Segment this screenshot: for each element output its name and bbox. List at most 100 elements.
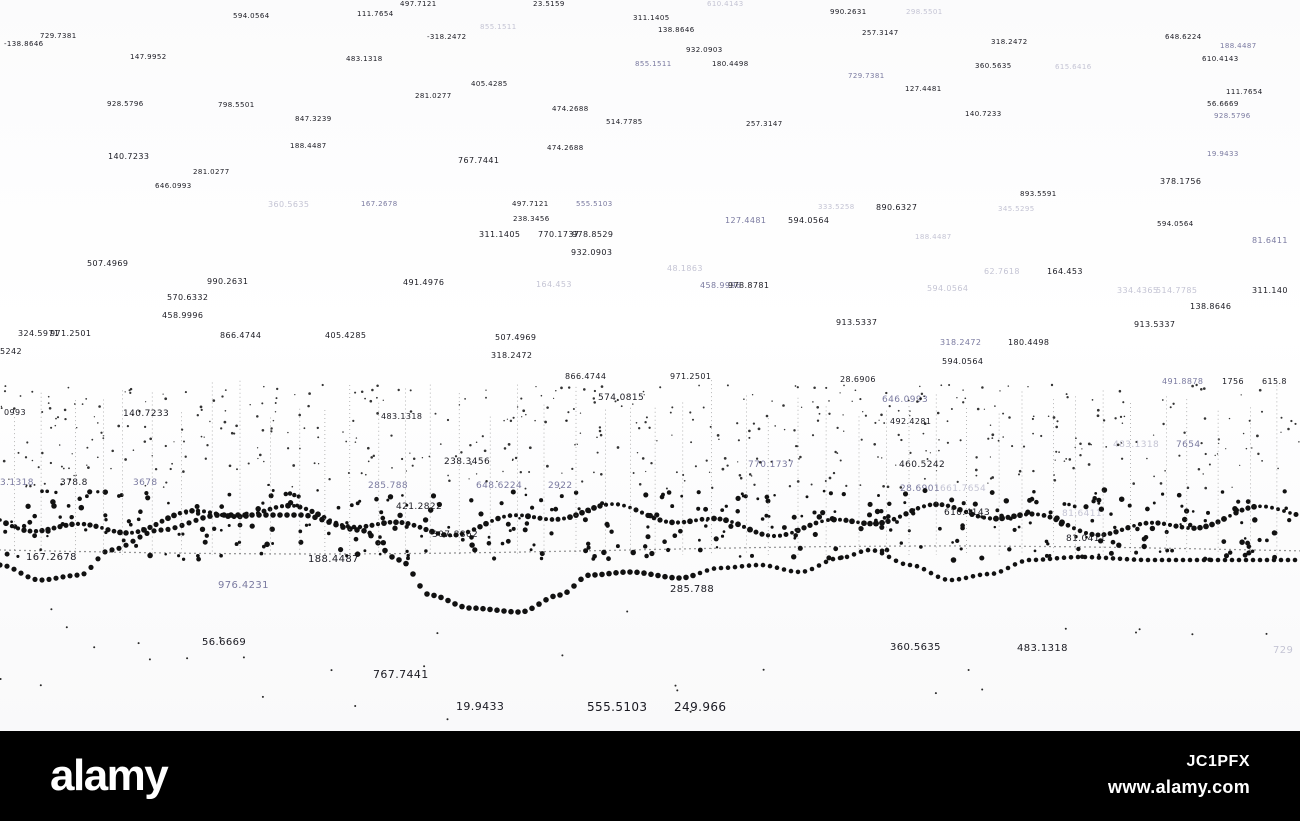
- baseline-dot: [1169, 547, 1171, 549]
- scatter-dot: [997, 439, 1000, 442]
- wave-dot: [158, 527, 164, 533]
- scatter-dot: [1132, 482, 1135, 485]
- scatter-dot: [19, 395, 22, 397]
- scatter-dot: [412, 457, 416, 461]
- scatter-dot: [390, 434, 393, 437]
- baseline-dot: [559, 550, 561, 552]
- scatter-dot: [991, 433, 995, 437]
- scatter-dot: [1176, 492, 1182, 498]
- band-dot: [1113, 529, 1119, 535]
- wave-dot: [998, 569, 1004, 574]
- scatter-dot: [598, 426, 602, 429]
- scatter-dot: [818, 412, 821, 415]
- wave-dot: [298, 512, 304, 518]
- wave-dot: [753, 562, 759, 568]
- scatter-dot: [447, 474, 449, 477]
- scatter-dot: [851, 400, 853, 402]
- baseline-dot: [1279, 549, 1281, 552]
- scatter-dot: [58, 444, 61, 446]
- floating-number: 164.453: [1047, 267, 1083, 276]
- wave-dot: [823, 559, 829, 565]
- scatter-dot: [294, 393, 296, 396]
- floating-number: 3678: [133, 478, 158, 488]
- scatter-dot: [698, 538, 701, 542]
- wave-dot: [1089, 554, 1095, 560]
- scatter-dot: [1054, 459, 1056, 461]
- scatter-dot: [199, 526, 206, 532]
- baseline-dot: [1079, 546, 1081, 548]
- scatter-dot: [184, 455, 187, 458]
- scatter-dot: [147, 552, 153, 559]
- scatter-dot: [614, 400, 617, 403]
- scatter-dot: [561, 472, 563, 474]
- wave-dot: [515, 609, 521, 615]
- scatter-dot: [31, 390, 34, 393]
- wave-dot: [683, 574, 689, 581]
- wave-dot: [914, 563, 920, 569]
- wave-dot: [1145, 557, 1151, 563]
- band-dot: [303, 506, 309, 512]
- scatter-dot: [224, 389, 227, 391]
- scatter-dot: [1027, 386, 1029, 388]
- baseline-dot: [104, 551, 106, 553]
- floating-number: 990.2631: [830, 8, 867, 16]
- scatter-dot: [81, 403, 84, 405]
- scatter-dot: [665, 487, 668, 490]
- scatter-dot: [522, 527, 528, 533]
- floating-number: 405.4285: [325, 331, 367, 340]
- scatter-dot: [68, 467, 70, 470]
- band-dot: [423, 526, 429, 533]
- band-dot: [1017, 512, 1023, 519]
- scatter-dot: [287, 491, 293, 496]
- band-dot: [87, 522, 93, 528]
- scatter-dot: [117, 424, 121, 428]
- wave-dot: [494, 607, 500, 613]
- baseline-dot: [154, 552, 156, 554]
- floating-number: 28.6901: [900, 484, 941, 494]
- floating-number: 458.9996: [162, 311, 204, 320]
- scatter-dot: [764, 494, 770, 500]
- baseline-dot: [919, 545, 921, 547]
- scatter-dot: [1250, 549, 1255, 554]
- scatter-dot: [1216, 453, 1219, 455]
- floating-number: 333.5258: [818, 203, 855, 211]
- scatter-dot: [702, 406, 705, 409]
- baseline-dot: [114, 551, 116, 553]
- scatter-dot: [491, 519, 494, 523]
- scatter-dot: [1181, 516, 1188, 523]
- scatter-dot: [741, 494, 745, 498]
- baseline-dot: [1194, 548, 1196, 550]
- band-dot: [1119, 527, 1125, 533]
- scatter-dot: [1018, 469, 1022, 473]
- band-dot: [393, 519, 399, 526]
- floating-number: 81.6411: [1252, 236, 1288, 245]
- baseline-dot: [454, 552, 456, 554]
- baseline-dot: [859, 545, 861, 547]
- wave-dot: [1117, 556, 1123, 562]
- scatter-dot: [485, 479, 488, 483]
- scatter-dot: [47, 402, 50, 404]
- scatter-dot: [839, 459, 842, 462]
- band-dot: [1197, 524, 1203, 531]
- wave-dot: [466, 605, 472, 611]
- band-dot: [820, 519, 824, 524]
- scatter-dot: [49, 461, 53, 465]
- scatter-dot: [1096, 414, 1100, 418]
- scatter-dot: [212, 399, 216, 402]
- baseline-dot: [49, 550, 51, 552]
- scatter-dot: [593, 389, 597, 393]
- scatter-dot: [1202, 387, 1206, 390]
- band-dot: [399, 520, 405, 526]
- scatter-dot: [1191, 384, 1194, 388]
- wave-dot: [1103, 555, 1109, 561]
- scatter-dot: [1003, 498, 1010, 504]
- baseline-dot: [769, 546, 771, 549]
- wave-dot: [1012, 562, 1018, 567]
- scatter-dot: [1207, 557, 1212, 562]
- scatter-dot: [748, 429, 751, 433]
- baseline-dot: [299, 553, 301, 555]
- scatter-dot: [1187, 522, 1193, 528]
- wave-dot: [1173, 557, 1179, 563]
- scatter-dot: [828, 491, 833, 496]
- baseline-dot: [379, 553, 381, 555]
